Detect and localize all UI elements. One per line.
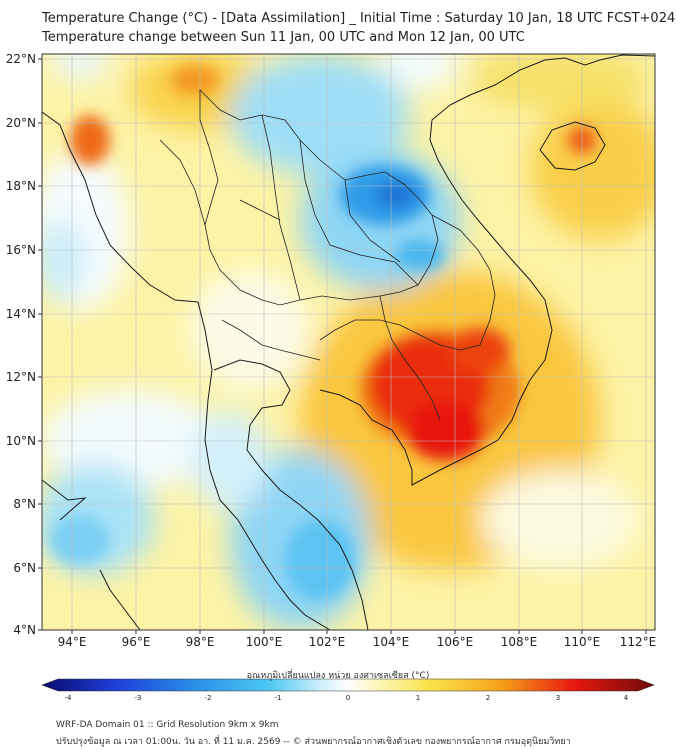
- lat-label: 4°N: [13, 623, 36, 637]
- temperature-change-map: 94°E 96°E 98°E 100°E 102°E 104°E 106°E 1…: [6, 52, 657, 700]
- temperature-field: [42, 54, 655, 630]
- lon-label: 100°E: [246, 635, 283, 649]
- lat-label: 8°N: [13, 497, 36, 511]
- lat-label: 22°N: [6, 52, 36, 66]
- lat-label: 20°N: [6, 116, 36, 130]
- footer-model-info: WRF-DA Domain 01 :: Grid Resolution 9km …: [56, 720, 279, 730]
- map-frame: [41, 53, 656, 631]
- colorbar-tick: 1: [416, 694, 420, 700]
- coastlines: [42, 54, 655, 630]
- admin-boundaries: [159, 89, 496, 421]
- lon-label: 102°E: [309, 635, 346, 649]
- lat-label: 16°N: [6, 243, 36, 257]
- lon-label: 112°E: [620, 635, 657, 649]
- lon-label: 96°E: [122, 635, 151, 649]
- lat-label: 6°N: [13, 561, 36, 575]
- lat-label: 10°N: [6, 434, 36, 448]
- lon-label: 94°E: [58, 635, 87, 649]
- colorbar-tick: 0: [346, 694, 350, 700]
- colorbar-tick: 3: [556, 694, 560, 700]
- lon-label: 106°E: [437, 635, 474, 649]
- colorbar-tick: -4: [65, 694, 73, 700]
- colorbar-tick: 2: [486, 694, 490, 700]
- lon-label: 108°E: [501, 635, 538, 649]
- lon-label: 104°E: [373, 635, 410, 649]
- lat-label: 14°N: [6, 307, 36, 321]
- lat-label: 18°N: [6, 179, 36, 193]
- lon-label: 98°E: [186, 635, 215, 649]
- footer-update-info: ปรับปรุงข้อมูล ณ เวลา 01:00น. วัน อา. ที…: [56, 737, 571, 747]
- lat-label: 12°N: [6, 370, 36, 384]
- colorbar: -4 -3 -2 -1 0 1 2 3 4: [41, 678, 655, 700]
- lon-label: 110°E: [564, 635, 601, 649]
- map-title: Temperature Change (°C) - [Data Assimila…: [42, 11, 676, 26]
- colorbar-tick: -2: [205, 694, 212, 700]
- colorbar-tick: 4: [624, 694, 629, 700]
- colorbar-label: อุณหภูมิเปลี่ยนแปลง หน่วย องศาเซลเซียส (…: [246, 671, 430, 681]
- graticule: [42, 54, 655, 630]
- colorbar-tick: -1: [275, 694, 282, 700]
- colorbar-tick: -3: [135, 694, 142, 700]
- map-subtitle: Temperature change between Sun 11 Jan, 0…: [42, 30, 525, 45]
